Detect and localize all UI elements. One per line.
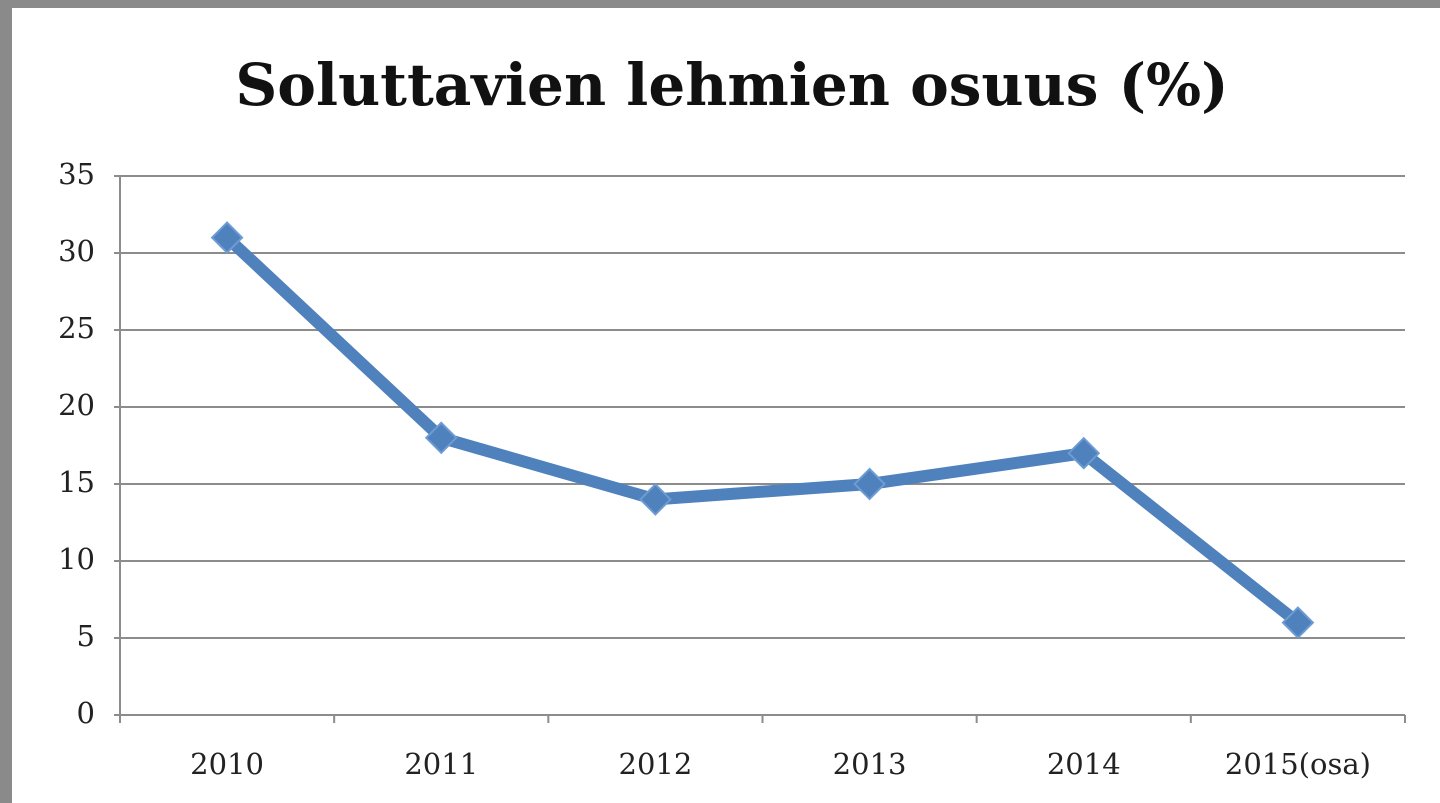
x-tick-label: 2015(osa) xyxy=(1225,747,1371,781)
series-line xyxy=(222,233,1302,628)
x-tick-label: 2012 xyxy=(619,747,693,781)
y-tick-label: 0 xyxy=(77,696,95,730)
y-tick-label: 25 xyxy=(58,311,95,345)
data-point xyxy=(853,467,886,501)
x-tick-label: 2013 xyxy=(833,747,907,781)
y-tick-label: 15 xyxy=(58,465,95,499)
data-point xyxy=(639,482,672,516)
data-point xyxy=(1281,606,1315,640)
y-tick-label: 20 xyxy=(58,388,95,422)
x-tick-label: 2014 xyxy=(1047,747,1121,781)
y-tick-label: 30 xyxy=(58,234,95,268)
chart-background xyxy=(12,8,1440,803)
x-tick-label: 2011 xyxy=(404,747,478,781)
y-tick-label: 10 xyxy=(58,542,95,576)
x-tick-label: 2010 xyxy=(190,747,264,781)
data-point xyxy=(1067,436,1101,470)
data-point xyxy=(424,421,458,455)
chart-title: Soluttavien lehmien osuus (%) xyxy=(235,51,1228,119)
y-tick-label: 35 xyxy=(58,157,95,191)
y-tick-label: 5 xyxy=(77,619,95,653)
data-point xyxy=(210,221,244,255)
